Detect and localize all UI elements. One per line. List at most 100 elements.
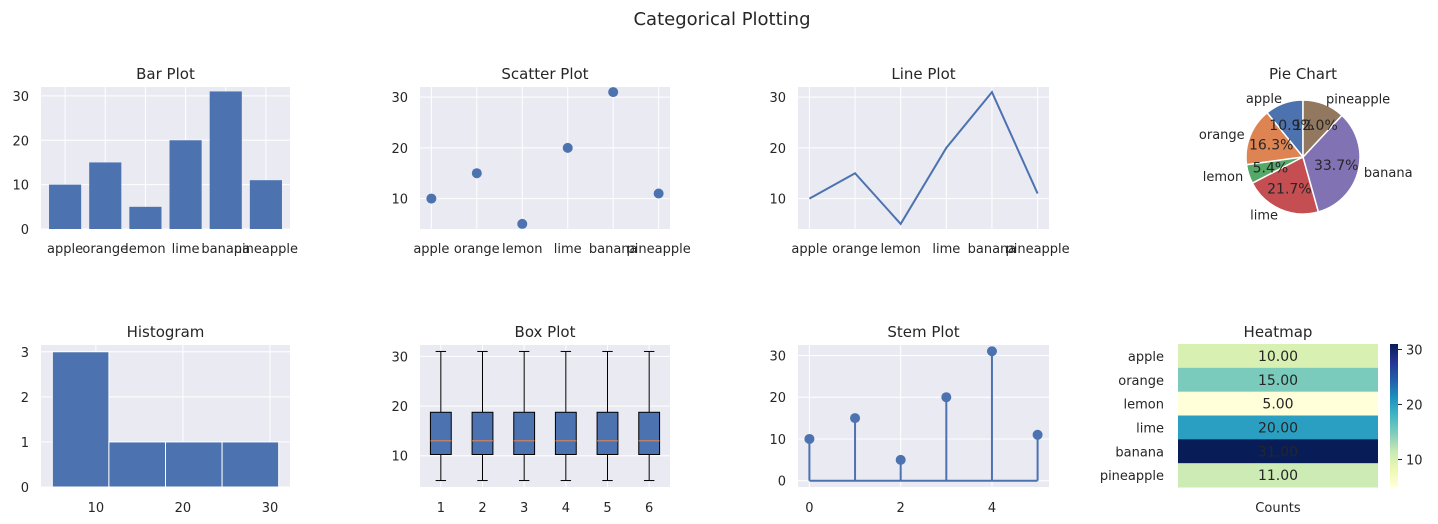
line-plot-ytick-label: 30	[769, 91, 786, 106]
heatmap-cell-annotation: 10.00	[1258, 349, 1298, 365]
histogram-xtick-label: 20	[175, 501, 192, 516]
histogram-ytick-label: 1	[21, 436, 29, 451]
pie-chart-slice-label: lime	[1250, 209, 1278, 224]
heatmap-panel: Heatmap 10.00 apple 15.00 orange 5.00 lemon 20…	[1100, 323, 1423, 516]
line-plot-xtick-label: lemon	[880, 242, 920, 257]
box-plot-panel: Box Plot 10 20 30 1 2 3 4 5 6	[391, 323, 670, 516]
scatter-plot-point	[426, 193, 437, 204]
scatter-plot-point	[608, 87, 619, 98]
histogram-ytick-label: 0	[21, 481, 29, 496]
bar-plot-bar	[49, 184, 82, 229]
heatmap-title: Heatmap	[1244, 323, 1313, 341]
scatter-plot-axes	[420, 87, 670, 229]
pie-chart-percent-label: 10.9%	[1269, 118, 1313, 134]
stem-plot-marker	[804, 433, 815, 444]
bar-plot-ytick-label: 30	[12, 90, 29, 105]
heatmap-row-label: lime	[1136, 421, 1164, 436]
pie-chart-title: Pie Chart	[1269, 65, 1337, 83]
box-plot-xtick-label: 2	[478, 501, 486, 516]
pie-chart-percent-label: 16.3%	[1249, 137, 1293, 153]
box-plot-xtick-label: 3	[520, 501, 528, 516]
box-plot-ytick-label: 30	[391, 350, 408, 365]
stem-plot-title: Stem Plot	[887, 323, 959, 341]
line-plot-series-line	[808, 90, 1039, 226]
heatmap-colorbar-tick-label: 20	[1406, 399, 1423, 414]
bar-plot-xtick-label: banana	[201, 242, 250, 257]
box-plot-xtick-label: 1	[437, 501, 445, 516]
bar-plot-bar	[129, 206, 162, 229]
stem-plot-ytick-label: 10	[769, 433, 786, 448]
histogram-panel: Histogram 0 1 2 3 10 20 30	[21, 323, 290, 516]
box-plot-xtick-label: 4	[562, 501, 570, 516]
heatmap-row-label: pineapple	[1100, 469, 1164, 484]
scatter-plot-xtick-label: pineapple	[627, 242, 691, 257]
stem-plot-axes	[798, 345, 1049, 487]
scatter-plot-xtick-label: banana	[589, 242, 638, 257]
scatter-plot-ytick-label: 20	[391, 142, 408, 157]
bar-plot-bar	[209, 91, 242, 229]
stem-plot-xtick-label: 4	[988, 501, 996, 516]
box-plot-xtick-label: 5	[603, 501, 611, 516]
scatter-plot-panel: Scatter Plot 10 20 30 apple orange lemon lime b…	[391, 65, 690, 257]
pie-chart-percent-label: 5.4%	[1253, 160, 1289, 176]
box-plot-box	[429, 411, 452, 455]
line-plot-ytick-label: 20	[769, 142, 786, 157]
scatter-plot-point	[517, 218, 528, 229]
scatter-plot-title: Scatter Plot	[501, 65, 588, 83]
scatter-plot-xtick-label: apple	[413, 242, 449, 257]
line-plot-xtick-label: lime	[932, 242, 960, 257]
box-plot-title: Box Plot	[515, 323, 576, 341]
stem-plot-ytick-label: 20	[769, 391, 786, 406]
stem-plot-marker	[895, 454, 906, 465]
heatmap-cell	[1178, 367, 1378, 393]
figure-suptitle: Categorical Plotting	[633, 9, 810, 30]
bar-plot-xtick-label: apple	[47, 242, 83, 257]
scatter-plot-point	[562, 142, 573, 153]
box-plot-box	[554, 411, 577, 455]
heatmap-cell-annotation: 15.00	[1258, 373, 1298, 389]
box-plot-xtick-label: 6	[645, 501, 653, 516]
scatter-plot-point	[471, 168, 482, 179]
histogram-ytick-label: 3	[21, 346, 29, 361]
heatmap-cell	[1178, 344, 1378, 369]
pie-chart-slice-label: lemon	[1203, 170, 1243, 185]
pie-chart-slice	[1251, 155, 1320, 215]
scatter-plot-xtick-label: lime	[554, 242, 582, 257]
heatmap-cell-annotation: 31.00	[1258, 444, 1298, 460]
pie-chart-slice-label: banana	[1364, 166, 1413, 181]
box-plot-ytick-label: 20	[391, 400, 408, 415]
heatmap-colorbar	[1390, 344, 1398, 487]
line-plot-xtick-label: pineapple	[1005, 242, 1069, 257]
stem-plot-panel: Stem Plot 0 10 20 30 0 2 4	[769, 323, 1049, 516]
heatmap-cell	[1178, 391, 1378, 416]
line-plot-xtick-label: orange	[832, 242, 878, 257]
bar-plot-axes	[41, 87, 290, 229]
box-plot-box	[638, 411, 661, 455]
heatmap-column-label: Counts	[1255, 501, 1301, 516]
box-plot-box	[471, 411, 494, 455]
stem-plot-marker	[986, 346, 997, 357]
pie-chart-percent-label: 12.0%	[1293, 118, 1337, 134]
line-plot-xtick-label: apple	[791, 242, 827, 257]
heatmap-cell-annotation: 11.00	[1258, 468, 1298, 484]
histogram-xtick-label: 30	[262, 501, 279, 516]
histogram-ytick-label: 2	[21, 391, 29, 406]
bar-plot-bar	[169, 140, 202, 229]
box-plot-box	[513, 411, 536, 455]
stem-plot-ytick-label: 0	[778, 475, 786, 490]
heatmap-colorbar-tick-label: 30	[1406, 344, 1423, 359]
line-plot-panel: Line Plot 10 20 30 apple orange lemon lime bana…	[769, 65, 1069, 257]
histogram-bar	[108, 441, 166, 488]
heatmap-row-label: banana	[1115, 445, 1164, 460]
heatmap-row-label: orange	[1118, 374, 1164, 389]
scatter-plot-xtick-label: lemon	[502, 242, 542, 257]
pie-chart-slice	[1245, 111, 1305, 166]
line-plot-axes	[798, 87, 1049, 229]
heatmap-cell-annotation: 5.00	[1262, 397, 1293, 413]
heatmap-cell	[1178, 439, 1378, 464]
histogram-bar	[221, 441, 280, 488]
pie-chart-slice-label: apple	[1246, 92, 1282, 107]
pie-chart-slice-label: pineapple	[1326, 93, 1390, 108]
bar-plot-xtick-label: lime	[172, 242, 200, 257]
